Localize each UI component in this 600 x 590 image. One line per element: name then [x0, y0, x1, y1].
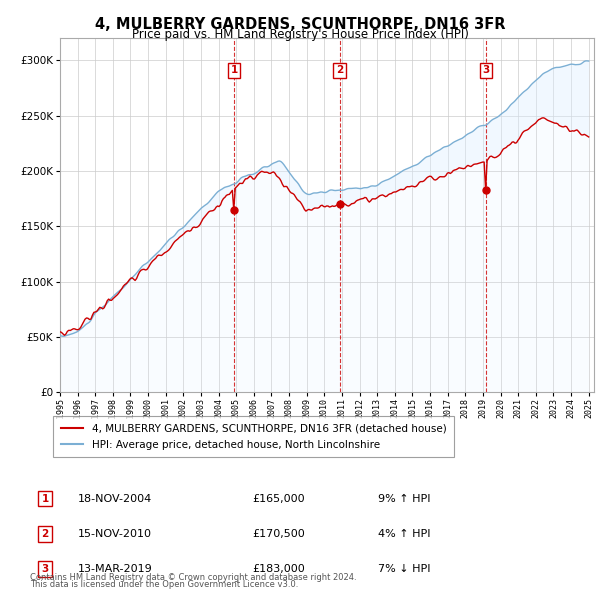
Text: Price paid vs. HM Land Registry's House Price Index (HPI): Price paid vs. HM Land Registry's House … [131, 28, 469, 41]
Text: This data is licensed under the Open Government Licence v3.0.: This data is licensed under the Open Gov… [30, 581, 298, 589]
Text: 3: 3 [41, 565, 49, 574]
Text: 2: 2 [336, 65, 343, 76]
Text: Contains HM Land Registry data © Crown copyright and database right 2024.: Contains HM Land Registry data © Crown c… [30, 573, 356, 582]
Text: 9% ↑ HPI: 9% ↑ HPI [378, 494, 431, 503]
Text: 2: 2 [41, 529, 49, 539]
Text: 7% ↓ HPI: 7% ↓ HPI [378, 565, 431, 574]
Text: £183,000: £183,000 [252, 565, 305, 574]
Text: 13-MAR-2019: 13-MAR-2019 [78, 565, 153, 574]
Legend: 4, MULBERRY GARDENS, SCUNTHORPE, DN16 3FR (detached house), HPI: Average price, : 4, MULBERRY GARDENS, SCUNTHORPE, DN16 3F… [53, 416, 454, 457]
Text: 4% ↑ HPI: 4% ↑ HPI [378, 529, 431, 539]
Text: 3: 3 [482, 65, 490, 76]
Text: 15-NOV-2010: 15-NOV-2010 [78, 529, 152, 539]
Text: 1: 1 [230, 65, 238, 76]
Text: 1: 1 [41, 494, 49, 503]
Text: £165,000: £165,000 [252, 494, 305, 503]
Text: 18-NOV-2004: 18-NOV-2004 [78, 494, 152, 503]
Text: £170,500: £170,500 [252, 529, 305, 539]
Text: 4, MULBERRY GARDENS, SCUNTHORPE, DN16 3FR: 4, MULBERRY GARDENS, SCUNTHORPE, DN16 3F… [95, 17, 505, 31]
